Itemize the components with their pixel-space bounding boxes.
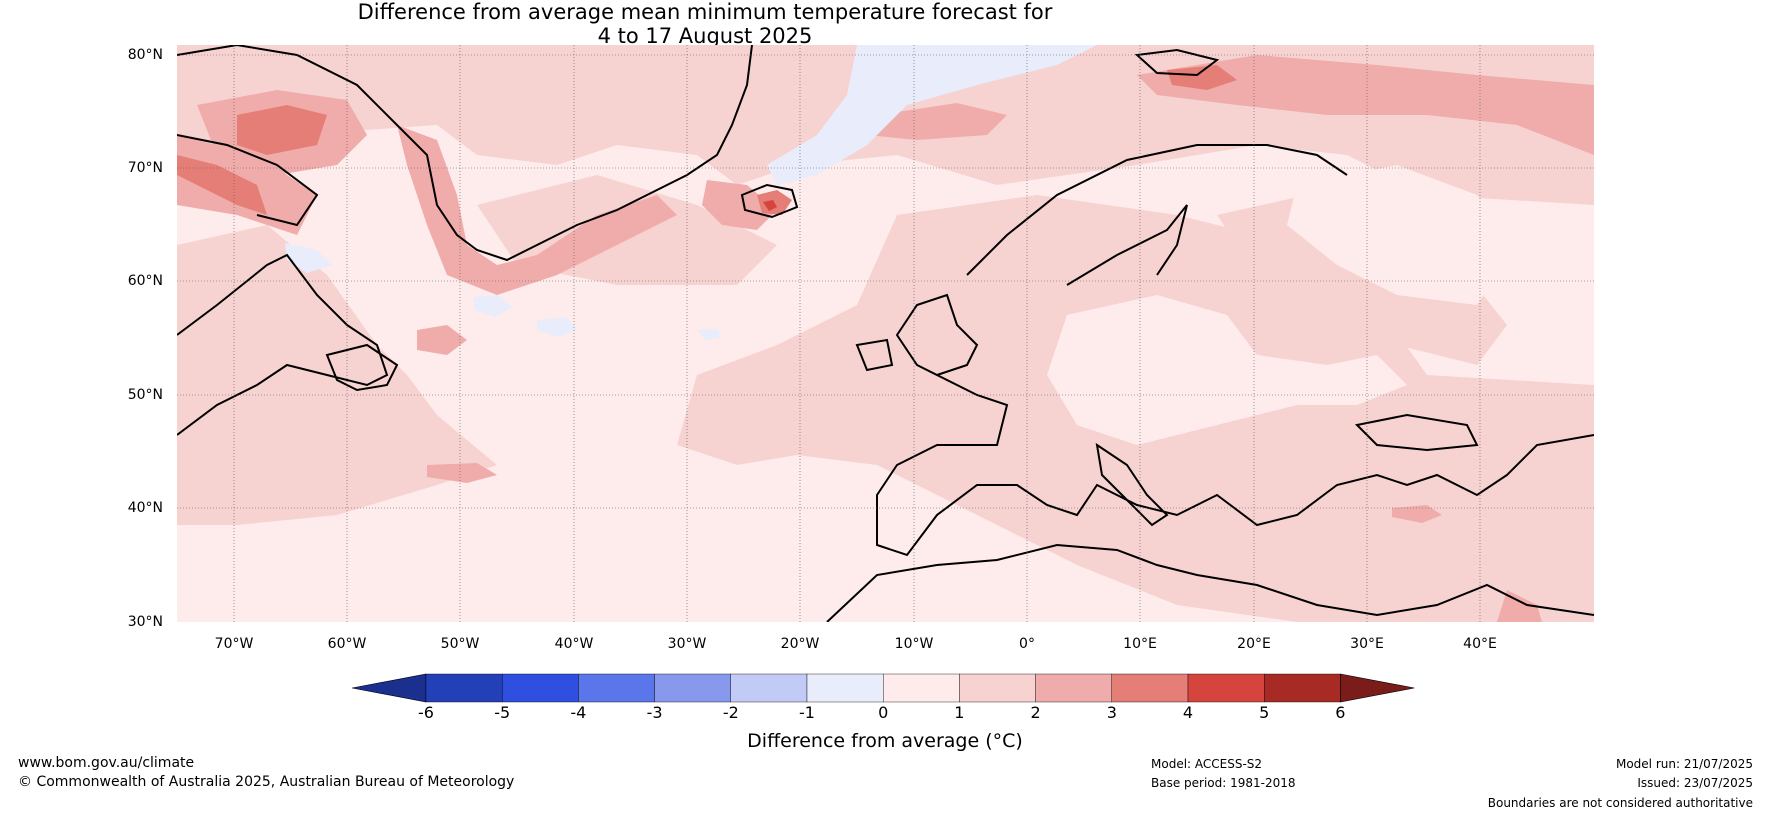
colorbar-extend-low	[352, 673, 427, 703]
map-title: Difference from average mean minimum tem…	[0, 0, 1770, 48]
colorbar	[352, 673, 1415, 703]
colorbar-tick-label: -5	[494, 703, 511, 722]
colorbar-tick-label: 5	[1259, 703, 1270, 722]
lon-label-70w: 70°W	[214, 636, 254, 652]
lon-label-10w: 10°W	[894, 636, 934, 652]
map-title-line1: Difference from average mean minimum tem…	[357, 0, 1053, 24]
lon-label-30e: 30°E	[1350, 636, 1384, 652]
lon-label-10e: 10°E	[1123, 636, 1157, 652]
colorbar-segment	[806, 673, 884, 703]
lat-label-40n: 40°N	[127, 500, 163, 516]
anomaly-0-1-europe	[697, 165, 1517, 605]
colorbar-tick-label: 1	[954, 703, 965, 722]
colorbar-segment	[1035, 673, 1112, 703]
colorbar-extend-high	[1340, 673, 1415, 703]
lon-label-40e: 40°E	[1463, 636, 1497, 652]
colorbar-tick-label: -4	[570, 703, 587, 722]
map-title-line2: 4 to 17 August 2025	[597, 24, 813, 48]
lon-label-20w: 20°W	[780, 636, 820, 652]
model-run-text: Model run: 21/07/2025	[1615, 757, 1753, 771]
colorbar-segment	[883, 673, 960, 703]
colorbar-tick-label: 2	[1030, 703, 1041, 722]
coastlines	[177, 45, 1594, 622]
colorbar-tick-label: -2	[722, 703, 739, 722]
lat-label-60n: 60°N	[127, 273, 163, 289]
colorbar-tick-label: 3	[1106, 703, 1117, 722]
anomaly-3-4-areas	[177, 65, 1237, 215]
colorbar-segment	[730, 673, 808, 703]
copyright-text: © Commonwealth of Australia 2025, Austra…	[18, 774, 515, 790]
forecast-map	[177, 45, 1594, 622]
base-period-text: Base period: 1981-2018	[1151, 776, 1296, 790]
colorbar-segment	[578, 673, 655, 703]
colorbar-tick-label: -3	[646, 703, 663, 722]
lon-label-30w: 30°W	[667, 636, 707, 652]
disclaimer-text: Boundaries are not considered authoritat…	[1487, 796, 1753, 810]
lat-label-70n: 70°N	[127, 160, 163, 176]
model-text: Model: ACCESS-S2	[1151, 757, 1263, 771]
lat-label-30n: 30°N	[127, 614, 163, 630]
website-link[interactable]: www.bom.gov.au/climate	[18, 755, 195, 771]
lon-label-40w: 40°W	[554, 636, 594, 652]
lon-label-20e: 20°E	[1237, 636, 1271, 652]
colorbar-segment	[1264, 673, 1341, 703]
lat-label-80n: 80°N	[127, 47, 163, 63]
lat-label-50n: 50°N	[127, 387, 163, 403]
lon-label-0: 0°	[1019, 636, 1035, 652]
colorbar-tick-label: 0	[878, 703, 889, 722]
colorbar-segment	[959, 673, 1036, 703]
colorbar-segment	[501, 673, 579, 703]
graticule	[177, 45, 1594, 622]
map-panel	[177, 45, 1594, 622]
colorbar-segment	[1111, 673, 1189, 703]
colorbar-segment	[425, 673, 503, 703]
colorbar-tick-label: -1	[799, 703, 815, 722]
colorbar-tick-label: 6	[1335, 703, 1346, 722]
colorbar-tick-label: -6	[418, 703, 434, 722]
anomaly-4-5-iceland	[763, 200, 777, 211]
colorbar-segment	[654, 673, 732, 703]
issued-text: Issued: 23/07/2025	[1637, 776, 1753, 790]
anomaly-negative-areas	[285, 45, 1097, 340]
lon-label-50w: 50°W	[440, 636, 480, 652]
colorbar-tick-label: 4	[1182, 703, 1194, 722]
lon-label-60w: 60°W	[327, 636, 367, 652]
colorbar-title: Difference from average (°C)	[747, 730, 1023, 752]
colorbar-segment	[1187, 673, 1265, 703]
